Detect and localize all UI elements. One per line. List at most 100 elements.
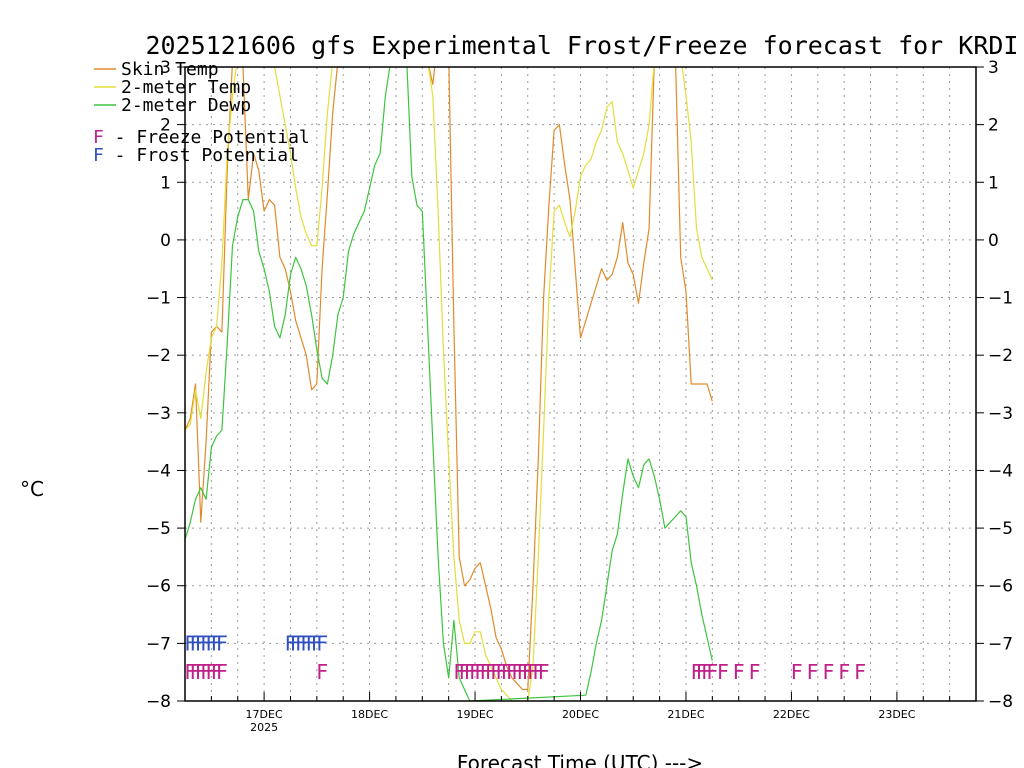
freeze-flag: F: [474, 660, 486, 684]
y-tick-label-right: −6: [988, 577, 1013, 597]
flag-legend-label: - Frost Potential: [104, 145, 299, 166]
y-tick-label-right: −1: [988, 289, 1013, 309]
y-tick-label: −8: [146, 692, 171, 712]
freeze-flag: F: [495, 660, 507, 684]
chart-title: 2025121606 gfs Experimental Frost/Freeze…: [146, 31, 1019, 60]
freeze-flag: F: [195, 660, 207, 684]
freeze-flag: F: [532, 660, 544, 684]
freeze-flag: F: [216, 660, 228, 684]
freeze-flag: F: [538, 660, 550, 684]
freeze-flag: F: [458, 660, 470, 684]
series-line-skin-temp: [185, 67, 713, 691]
y-tick-label-right: −2: [988, 346, 1013, 366]
y-tick-label-right: 3: [988, 58, 999, 78]
y-tick-label: 2: [160, 116, 171, 136]
frost-flag: F: [205, 631, 217, 655]
y-tick-label-right: 1: [988, 173, 999, 193]
y-tick-label: −1: [146, 289, 171, 309]
series-line-2-meter-temp: [185, 67, 713, 701]
frost-flag: F: [195, 631, 207, 655]
freeze-flag: F: [506, 660, 518, 684]
freeze-flag: F: [184, 660, 196, 684]
y-tick-label-right: −7: [988, 634, 1013, 654]
y-tick-label: −3: [146, 404, 171, 424]
y-tick-label-right: 0: [988, 231, 999, 251]
freeze-flag: F: [807, 660, 819, 684]
frost-flag: F: [295, 631, 307, 655]
freeze-flag: F: [200, 660, 212, 684]
y-tick-label: 3: [160, 58, 171, 78]
legend-label: Skin Temp: [121, 59, 219, 80]
frost-flag: F: [190, 631, 202, 655]
freeze-flag: F: [838, 660, 850, 684]
freeze-flag: F: [464, 660, 476, 684]
freeze-flag: F: [527, 660, 539, 684]
y-tick-label-right: −8: [988, 692, 1013, 712]
frost-flag: F: [216, 631, 228, 655]
flag-legend-entry: F - Freeze Potential: [93, 127, 310, 148]
y-tick-label-right: 2: [988, 116, 999, 136]
y-tick-label: −7: [146, 634, 171, 654]
y-tick-label: 1: [160, 173, 171, 193]
freeze-flag: F: [316, 660, 328, 684]
frost-flag: F: [284, 631, 296, 655]
frost-flag: F: [200, 631, 212, 655]
x-tick-label: 21DEC: [667, 708, 704, 721]
flag-legend-letter: F: [93, 145, 104, 166]
freeze-flag: F: [490, 660, 502, 684]
y-tick-label-right: −3: [988, 404, 1013, 424]
y-axis-label: °C: [20, 477, 44, 501]
series-line-2-meter-dewp: [185, 67, 713, 701]
y-tick-label: −2: [146, 346, 171, 366]
x-tick-label: 20DEC: [562, 708, 599, 721]
y-tick-label: 0: [160, 231, 171, 251]
frost-flag: F: [316, 631, 328, 655]
y-tick-label-right: −4: [988, 461, 1013, 481]
y-tick-label: −6: [146, 577, 171, 597]
x-tick-label: 22DEC: [773, 708, 810, 721]
y-tick-label-right: −5: [988, 519, 1013, 539]
x-tick-sublabel: 2025: [250, 721, 278, 734]
freeze-flag: F: [480, 660, 492, 684]
freeze-flag: F: [522, 660, 534, 684]
freeze-flag: F: [854, 660, 866, 684]
legend-label: 2-meter Dewp: [121, 95, 251, 116]
legend-label: 2-meter Temp: [121, 77, 251, 98]
frost-flag: F: [300, 631, 312, 655]
y-tick-label: −4: [146, 461, 171, 481]
freeze-flag: F: [501, 660, 513, 684]
x-tick-label: 17DEC: [246, 708, 283, 721]
freeze-flag: F: [717, 660, 729, 684]
series-layer: [185, 67, 713, 701]
freeze-flag: F: [748, 660, 760, 684]
freeze-flag: F: [469, 660, 481, 684]
frost-flag: F: [184, 631, 196, 655]
frost-flag: F: [211, 631, 223, 655]
y-tick-label: −5: [146, 519, 171, 539]
freeze-flag: F: [205, 660, 217, 684]
freeze-flag: F: [690, 660, 702, 684]
x-tick-label: 23DEC: [878, 708, 915, 721]
frost-flag: F: [306, 631, 318, 655]
freeze-flag: F: [211, 660, 223, 684]
freeze-flag: F: [733, 660, 745, 684]
freeze-flag: F: [485, 660, 497, 684]
frost-flag: F: [311, 631, 323, 655]
ticks-layer: −8−7−6−5−4−3−2−10123−8−7−6−5−4−3−2−10123…: [146, 58, 1013, 734]
x-axis-label: Forecast Time (UTC) --->: [457, 751, 703, 768]
flag-legend-label: - Freeze Potential: [104, 127, 310, 148]
grid-layer: [185, 66, 977, 702]
freeze-flag: F: [791, 660, 803, 684]
freeze-flag: F: [822, 660, 834, 684]
freeze-flag: F: [696, 660, 708, 684]
freeze-flag: F: [706, 660, 718, 684]
freeze-flag: F: [701, 660, 713, 684]
x-tick-label: 18DEC: [351, 708, 388, 721]
freeze-flag: F: [190, 660, 202, 684]
frost-flag: F: [290, 631, 302, 655]
freeze-flag: F: [511, 660, 523, 684]
freeze-flag: F: [453, 660, 465, 684]
